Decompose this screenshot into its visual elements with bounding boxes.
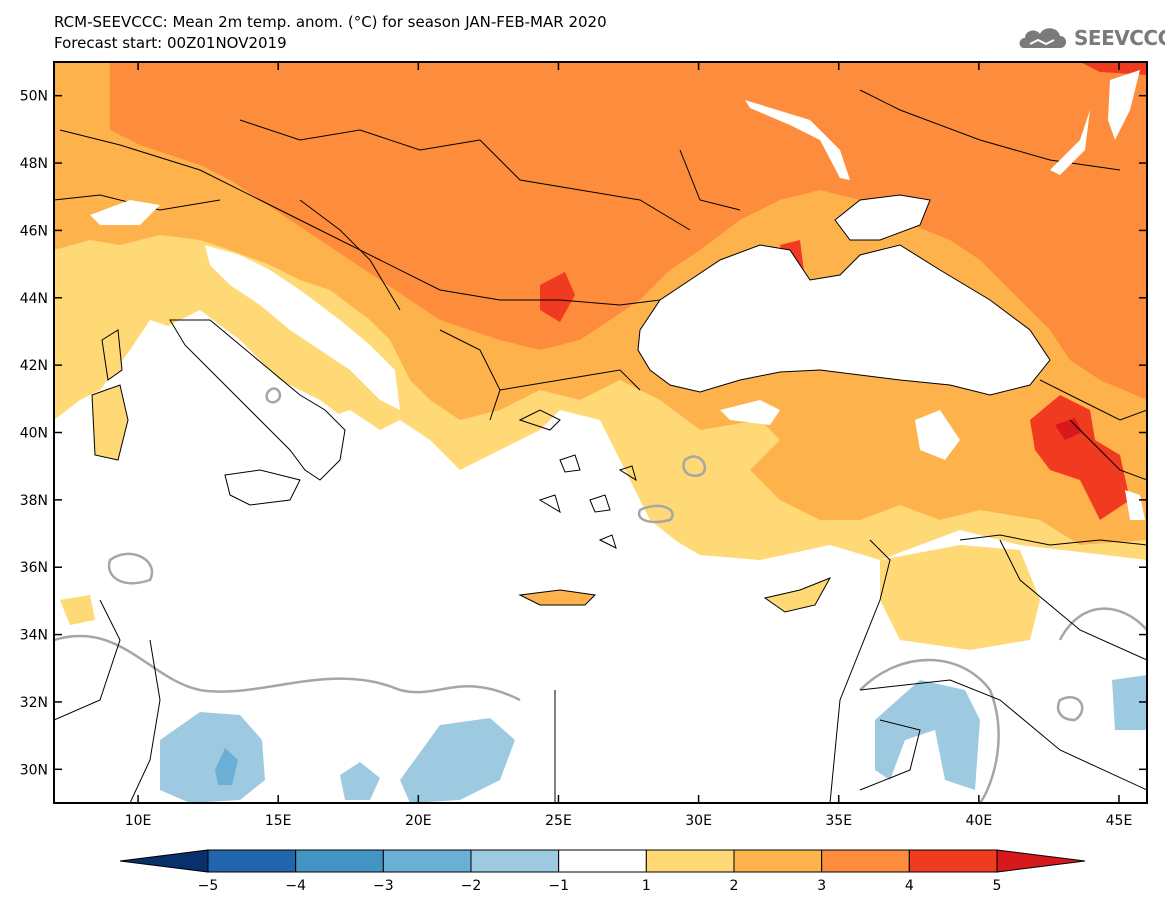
lat-tick-label: 32N [20,695,48,711]
lat-tick-label: 30N [20,762,48,778]
longitude-axis: 10E 15E 20E 25E 30E 35E 40E 45E [125,62,1133,829]
black-sea [637,244,1051,396]
colorbar-tick-label: 3 [817,878,826,894]
colorbar-segment [470,849,560,873]
colorbar-tick-label: −1 [548,878,569,894]
anomaly-1-2-libya [60,595,95,625]
anomaly-4-5-patch-romania [540,272,575,322]
lat-tick-label: 42N [20,358,48,374]
colorbar-segment [382,849,472,873]
seevccc-logo: SEEVCCC [1016,20,1165,56]
colorbar-segment [908,849,998,873]
map-field [54,62,1147,803]
anomaly-minus-1-2-west-sahara [340,762,380,800]
colorbar-low-triangle [119,849,209,873]
anomaly-4-5-patch-north [1080,62,1147,75]
colorbar-segment [295,849,384,873]
anomaly-5-plus-patch [1055,418,1082,440]
zero-contours [54,387,1147,803]
colorbar-tick-label: 2 [730,878,739,894]
white-patch-turkey-2 [915,410,960,460]
title-line-1: RCM-SEEVCCC: Mean 2m temp. anom. (°C) fo… [54,13,607,31]
lon-tick-label: 45E [1106,813,1133,829]
colorbar-tick-label: −4 [285,878,306,894]
colorbar-segment [558,849,647,873]
lat-tick-label: 44N [20,291,48,307]
lon-tick-label: 35E [825,813,852,829]
cyprus [763,577,832,613]
lat-tick-label: 38N [20,493,48,509]
lat-tick-label: 50N [20,89,48,105]
latitude-axis: 50N 48N 46N 44N 42N 40N 38N 36N 34N 32N 30N [20,89,1147,778]
lon-tick-label: 20E [405,813,432,829]
anomaly-4-5-patch-caucasus [1030,395,1130,520]
logo-text: SEEVCCC [1074,26,1165,50]
colorbar-tick-label: −5 [198,878,219,894]
white-patch-east-turkey [1125,490,1145,520]
white-patch-turkey-1 [720,400,780,425]
lon-tick-label: 10E [125,813,152,829]
lat-tick-label: 48N [20,156,48,172]
anomaly-minus-1-2-jordan [875,680,980,790]
colorbar-tick-label: 5 [993,878,1002,894]
lon-tick-label: 25E [545,813,572,829]
sicily [224,469,301,506]
lat-tick-label: 46N [20,223,48,239]
white-patch-caspian [1108,70,1140,140]
crete [518,589,597,606]
anomaly-minus-1-2-egypt [400,718,515,803]
anomaly-minus-1-2-libya [160,712,265,803]
anomaly-1-2-levant [880,545,1040,650]
lon-tick-label: 30E [685,813,712,829]
aegean-islands [518,409,637,549]
anomaly-minus-1-2-iraq [1112,675,1147,730]
white-patch-nw [90,200,160,225]
colorbar-segment [645,849,735,873]
corsica [101,329,123,381]
colorbar-segment [733,849,823,873]
colorbar-segment [821,849,910,873]
colorbar: −5 −4 −3 −2 −1 1 2 3 4 5 [119,849,1086,894]
white-patch-east [1050,110,1090,175]
colorbar-tick-label: −3 [373,878,394,894]
colorbar-tick-label: 1 [642,878,651,894]
lat-tick-label: 36N [20,560,48,576]
white-patch-volga [745,100,850,180]
map-title: RCM-SEEVCCC: Mean 2m temp. anom. (°C) fo… [54,12,607,54]
cloud-logo-icon [1019,28,1066,48]
anomaly-3-4-zone [110,62,1147,400]
colorbar-high-triangle [996,849,1086,873]
anomaly-minus-2-3-libya [215,748,238,785]
title-line-2: Forecast start: 00Z01NOV2019 [54,34,287,52]
colorbar-tick-label: −2 [461,878,482,894]
sea-of-azov [834,194,931,241]
adriatic-sea [205,245,400,410]
country-borders [54,89,1147,803]
lat-tick-label: 34N [20,628,48,644]
sardinia [91,384,129,461]
lon-tick-label: 40E [966,813,993,829]
lon-tick-label: 15E [265,813,292,829]
colorbar-tick-label: 4 [905,878,914,894]
colorbar-segment [207,849,297,873]
lat-tick-label: 40N [20,426,48,442]
italy-coastline [169,319,346,481]
